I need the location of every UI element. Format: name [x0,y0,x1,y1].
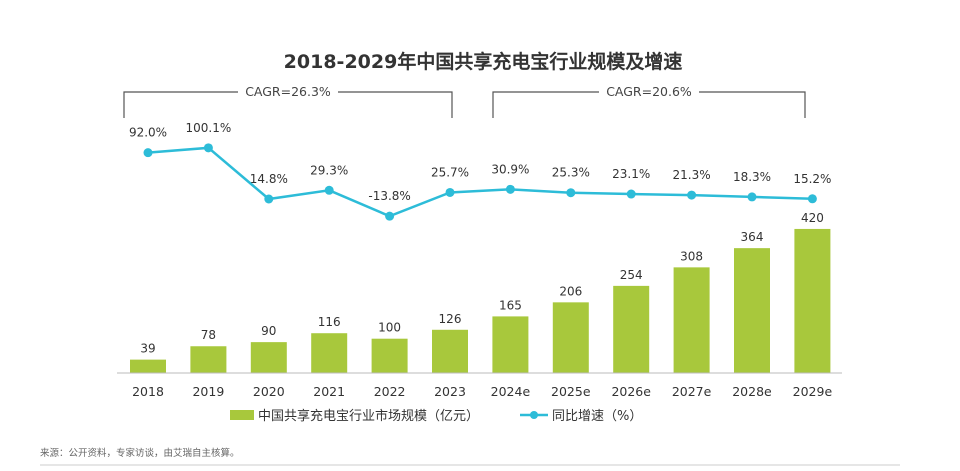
line-value-label: 30.9% [491,162,529,176]
x-tick-label: 2024e [491,384,531,399]
x-tick-label: 2029e [793,384,833,399]
x-tick-label: 2025e [551,384,591,399]
bar-value-label: 78 [201,328,216,342]
x-tick-label: 2027e [672,384,712,399]
bar [552,302,589,373]
x-tick-label: 2019 [192,384,224,399]
line-value-label: 15.2% [793,172,831,186]
line-point [626,189,636,199]
legend-bar-swatch [230,410,254,420]
x-tick-label: 2021 [313,384,345,399]
line-point [445,187,455,197]
bar-value-label: 116 [318,315,341,329]
bar-value-label: 126 [439,312,462,326]
bar [794,228,831,373]
x-tick-label: 2028e [732,384,772,399]
bar-value-label: 254 [620,268,643,282]
legend-bar-label: 中国共享充电宝行业市场规模（亿元） [258,408,479,424]
line-point [324,185,334,195]
line-point [505,184,515,194]
line-value-label: 29.3% [310,163,348,177]
chart-title: 2018-2029年中国共享充电宝行业规模及增速 [284,50,683,73]
line-point [264,194,274,204]
cagr-label: CAGR=20.6% [606,84,692,99]
bar [190,346,227,373]
line-point [203,143,213,153]
bar [250,342,287,373]
bar [371,338,408,373]
bar-value-label: 100 [378,321,401,335]
line-value-label: 18.3% [733,170,771,184]
x-tick-label: 2023 [434,384,466,399]
line-value-label: 14.8% [250,172,288,186]
bar [613,285,650,373]
line-value-label: 23.1% [612,167,650,181]
bar [673,267,710,373]
bar-value-label: 165 [499,298,522,312]
bar-value-label: 206 [559,284,582,298]
cagr-bracket [492,91,806,118]
bar-value-label: 39 [140,342,155,356]
legend-line-label: 同比增速（%） [552,409,642,424]
line-value-label: 100.1% [186,121,232,135]
legend-line-marker [530,411,538,419]
bar [734,248,770,373]
bar [311,333,348,373]
bar-value-label: 420 [801,211,824,225]
bar [130,359,166,373]
x-tick-label: 2026e [611,384,651,399]
line-point [747,192,757,202]
line-point [143,148,153,158]
line-value-label: 25.3% [552,166,590,180]
x-tick-label: 2018 [132,384,164,399]
line-value-label: 25.7% [431,165,469,179]
bar [492,316,529,373]
line-value-label: -13.8% [368,189,410,203]
line-value-label: 21.3% [673,168,711,182]
bar-value-label: 90 [261,324,276,338]
growth-line [147,146,813,218]
cagr-label: CAGR=26.3% [245,84,331,99]
line-point [385,211,395,221]
source-note: 来源：公开资料，专家访谈，由艾瑞自主核算。 [40,447,240,459]
line-value-label: 92.0% [129,126,167,140]
bar-value-label: 364 [741,230,764,244]
legend: 中国共享充电宝行业市场规模（亿元） 同比增速（%） [230,408,642,424]
bar-value-label: 308 [680,249,703,263]
x-tick-label: 2020 [253,384,285,399]
cagr-bracket [123,91,453,118]
bar [432,329,468,373]
line-point [566,188,576,198]
line-point [687,190,697,200]
x-tick-label: 2022 [374,384,406,399]
line-point [807,194,817,204]
